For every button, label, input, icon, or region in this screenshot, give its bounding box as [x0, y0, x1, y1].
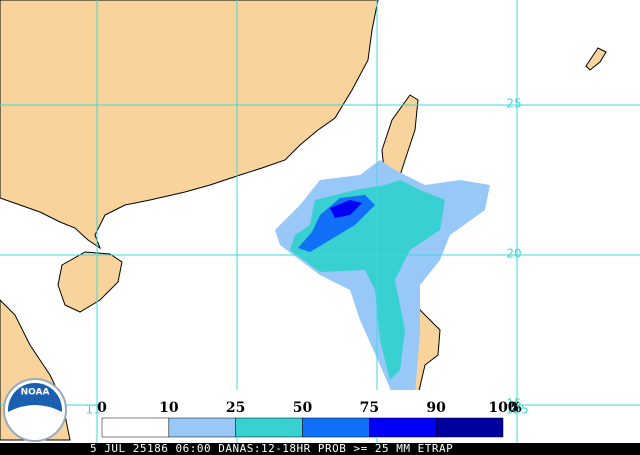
caption-bar [0, 443, 640, 455]
legend-swatch [369, 417, 437, 438]
lon-label: 125 [506, 403, 529, 417]
legend-swatch [168, 417, 236, 438]
legend-label: 75 [360, 400, 379, 416]
legend: 0 10 25 50 75 90 100% [97, 400, 522, 438]
legend-label: 50 [293, 400, 313, 416]
rain-probability [275, 160, 490, 400]
legend-label: 100 [488, 400, 517, 416]
legend-unit: % [508, 400, 521, 416]
logo-text: NOAA [21, 388, 50, 398]
legend-swatch [101, 417, 170, 438]
rain-75 [330, 200, 362, 218]
legend-label: 0 [97, 400, 107, 416]
lat-label: 20 [506, 247, 521, 261]
lat-label: 15 [506, 397, 521, 411]
legend-label: 90 [426, 400, 446, 416]
legend-label: 25 [226, 400, 245, 416]
legend-swatch [302, 417, 370, 438]
legend-swatch [235, 417, 303, 438]
lat-label: 25 [506, 97, 521, 111]
noaa-logo: NOAA [3, 378, 67, 442]
legend-label: 10 [159, 400, 179, 416]
logo-bird [8, 405, 62, 439]
caption: 5 JUL 25186 06:00 DANAS:12-18HR PROB >= … [90, 442, 453, 455]
legend-swatch [435, 417, 504, 438]
